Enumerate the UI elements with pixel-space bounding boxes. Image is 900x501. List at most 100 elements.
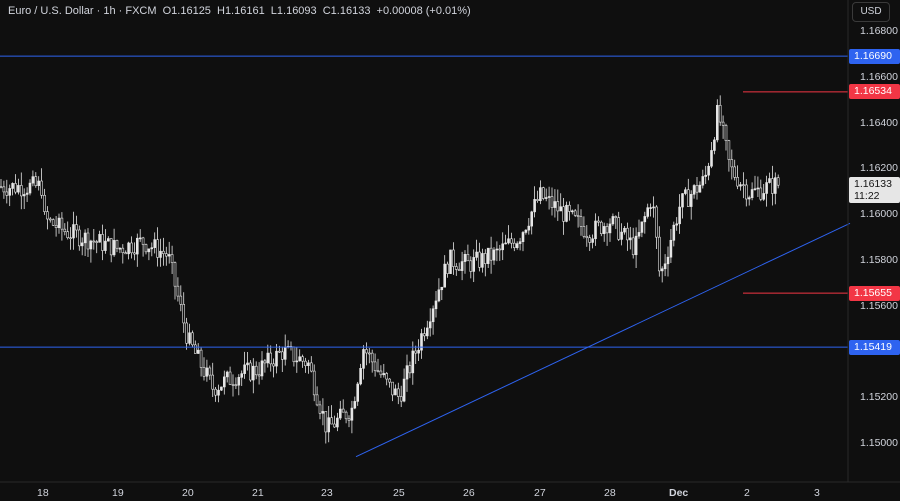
time-tick-label: 28: [604, 487, 616, 499]
candle-body: [19, 185, 23, 197]
time-tick-label: 18: [37, 487, 49, 499]
candle-body: [138, 237, 142, 240]
candle-body: [269, 352, 273, 365]
candle-body: [408, 365, 412, 374]
candle-body: [191, 332, 194, 346]
candle-body: [475, 251, 478, 258]
candle-body: [28, 182, 32, 194]
candle-body: [495, 248, 499, 251]
candle-body: [43, 195, 46, 212]
candle-body: [620, 231, 623, 240]
candle-body: [652, 206, 655, 209]
candle-body: [359, 368, 362, 385]
candle-body: [698, 184, 702, 193]
candle-body: [109, 238, 113, 256]
candle-body: [489, 247, 493, 261]
candle-body: [623, 227, 626, 233]
candle-body: [579, 216, 583, 227]
candle-body: [539, 187, 542, 201]
candle-body: [214, 388, 217, 396]
candle-body: [5, 191, 9, 196]
level-tag: 1.15419: [849, 339, 900, 355]
candle-body: [234, 384, 238, 387]
candle-body: [0, 186, 3, 188]
time-tick-label: 19: [112, 487, 124, 499]
candle-body: [202, 367, 206, 377]
candle-body: [373, 361, 377, 372]
price-tick-label: 1.15600: [860, 299, 898, 312]
price-tick-label: 1.16200: [860, 162, 898, 175]
candle-body: [107, 238, 110, 242]
candle-body: [112, 240, 116, 256]
candle-body: [463, 253, 467, 262]
candle-body: [608, 223, 612, 234]
candle-body: [452, 249, 455, 267]
candle-body: [101, 234, 104, 251]
time-tick-label: 26: [463, 487, 475, 499]
candle-body: [646, 207, 650, 217]
price-tick-label: 1.16000: [860, 208, 898, 221]
candle-body: [118, 247, 122, 250]
candle-body: [14, 183, 17, 193]
candle-body: [66, 231, 69, 238]
candle-body: [391, 381, 394, 396]
candle-body: [730, 159, 734, 168]
candle-body: [341, 408, 345, 413]
candle-body: [527, 225, 531, 231]
price-tick-label: 1.16800: [860, 25, 898, 37]
candle-body: [594, 220, 597, 240]
candle-body: [591, 238, 594, 243]
candle-body: [147, 248, 151, 253]
candle-body: [330, 417, 333, 425]
candle-body: [324, 411, 328, 433]
candle-body: [747, 197, 751, 200]
candle-body: [440, 286, 444, 291]
candle-body: [356, 383, 360, 402]
candle-body: [550, 196, 554, 208]
candle-body: [559, 206, 563, 212]
candle-body: [46, 211, 49, 220]
candle-body: [362, 349, 365, 369]
candle-body: [69, 237, 72, 239]
price-tick-label: 1.15000: [860, 437, 898, 449]
candle-body: [298, 356, 302, 362]
candle-body: [411, 350, 415, 374]
candle-body: [721, 121, 725, 126]
candle-body: [176, 285, 180, 297]
candle-body: [597, 220, 600, 223]
candle-body: [425, 327, 429, 337]
candle-body: [223, 376, 226, 388]
candle-body: [225, 371, 229, 378]
candle-body: [660, 268, 664, 272]
currency-button[interactable]: USD: [852, 2, 890, 22]
last-price-value: 1.16133: [854, 177, 892, 190]
candle-body: [295, 360, 299, 363]
candle-body: [170, 254, 174, 263]
candle-body: [727, 140, 731, 160]
candle-body: [599, 221, 603, 235]
candle-body: [750, 189, 754, 198]
candle-body: [350, 407, 354, 421]
candle-body: [34, 176, 38, 186]
candle-body: [756, 187, 760, 190]
candle-body: [318, 404, 322, 414]
price-tick-label: 1.15200: [860, 391, 898, 404]
candle-body: [556, 201, 560, 212]
trendline[interactable]: [355, 222, 851, 458]
candle-body: [565, 204, 568, 222]
time-tick-label: 2: [744, 487, 750, 499]
candle-body: [611, 216, 615, 225]
candlestick-series: [0, 95, 780, 444]
candle-body: [704, 174, 708, 177]
candle-body: [385, 373, 389, 380]
candle-body: [208, 367, 212, 376]
candle-body: [762, 193, 766, 200]
candle-body: [75, 224, 78, 231]
level-tag: 1.16534: [849, 84, 900, 100]
candle-body: [582, 226, 586, 237]
candle-body: [768, 178, 771, 183]
candle-body: [686, 189, 690, 207]
candle-body: [454, 266, 458, 270]
candle-body: [327, 417, 331, 433]
